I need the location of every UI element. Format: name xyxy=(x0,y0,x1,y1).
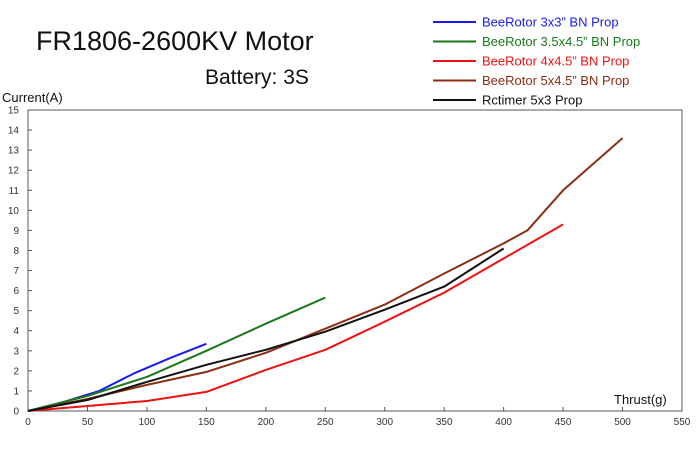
x-tick-label: 300 xyxy=(376,417,393,428)
y-tick-label: 5 xyxy=(13,306,19,317)
x-tick-label: 250 xyxy=(317,417,334,428)
y-tick-label: 12 xyxy=(8,166,20,177)
y-tick-label: 7 xyxy=(13,266,19,277)
chart-title: FR1806-2600KV Motor xyxy=(36,26,314,56)
series-line-5 xyxy=(27,247,505,412)
x-tick-label: 400 xyxy=(495,417,512,428)
y-tick-label: 9 xyxy=(13,226,19,237)
y-tick-label: 14 xyxy=(8,126,20,137)
y-tick-label: 11 xyxy=(9,186,20,197)
x-tick-label: 550 xyxy=(674,417,691,428)
x-tick-label: 100 xyxy=(139,417,156,428)
x-tick-label: 200 xyxy=(257,417,274,428)
chart-subtitle: Battery: 3S xyxy=(205,66,309,89)
x-axis: 0 50 100 150 200 250 300 350 400 450 500 550 xyxy=(25,407,691,428)
series-lines xyxy=(27,137,624,412)
y-tick-label: 13 xyxy=(8,146,20,157)
y-tick-label: 6 xyxy=(13,286,19,297)
x-tick-label: 150 xyxy=(198,417,215,428)
legend-label-5: Rctimer 5x3 Prop xyxy=(482,93,582,108)
y-tick-label: 3 xyxy=(13,346,19,357)
y-tick-label: 8 xyxy=(13,246,19,257)
series-line-3 xyxy=(27,223,564,412)
legend: BeeRotor 3x3” BN Prop BeeRotor 3.5x4.5” B… xyxy=(433,15,640,108)
series-line-2 xyxy=(27,296,326,412)
y-tick-label: 1 xyxy=(13,386,19,397)
x-tick-label: 350 xyxy=(436,417,453,428)
y-axis-label: Current(A) xyxy=(2,90,63,105)
plot-area xyxy=(27,109,683,412)
legend-label-4: BeeRotor 5x4.5” BN Prop xyxy=(482,73,629,88)
y-tick-label: 10 xyxy=(8,206,20,217)
x-tick-label: 450 xyxy=(555,417,572,428)
series-line-4 xyxy=(27,137,624,412)
x-tick-label: 500 xyxy=(614,417,631,428)
legend-label-2: BeeRotor 3.5x4.5” BN Prop xyxy=(482,34,640,49)
legend-label-1: BeeRotor 3x3” BN Prop xyxy=(482,15,619,30)
y-tick-label: 15 xyxy=(8,106,20,117)
x-tick-label: 50 xyxy=(82,417,94,428)
y-tick-label: 2 xyxy=(13,366,19,377)
x-tick-label: 0 xyxy=(25,417,31,428)
y-tick-label: 0 xyxy=(13,407,19,418)
x-axis-label: Thrust(g) xyxy=(614,392,667,407)
legend-label-3: BeeRotor 4x4.5” BN Prop xyxy=(482,54,629,69)
y-tick-label: 4 xyxy=(13,326,19,337)
